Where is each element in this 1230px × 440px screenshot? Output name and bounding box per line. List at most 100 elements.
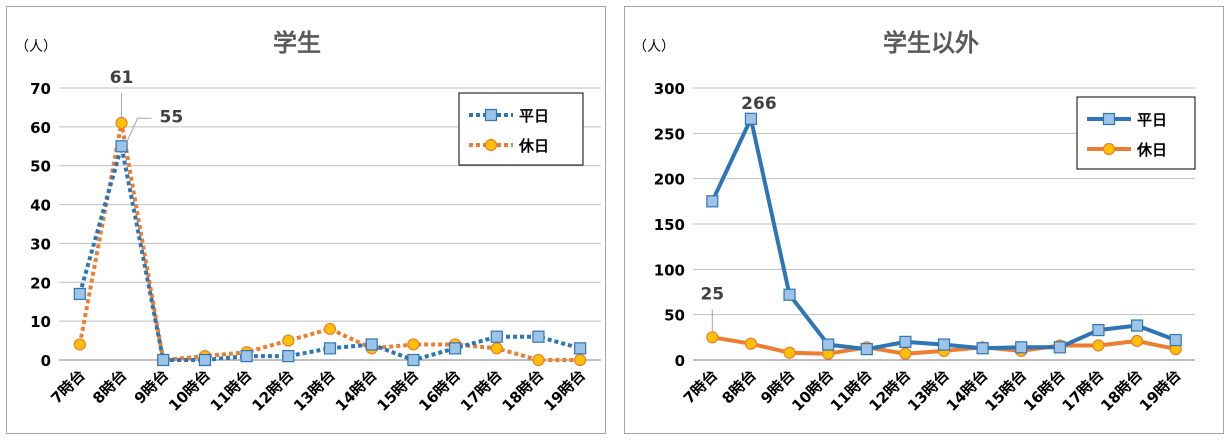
x-tick-label: 7時台 xyxy=(47,366,88,407)
data-point-0-2 xyxy=(157,353,170,367)
data-point-1-2 xyxy=(783,346,796,359)
data-point-0-7 xyxy=(365,338,378,351)
x-tick-label: 12時台 xyxy=(866,366,915,415)
chart-panel-non-students: 学生以外 （人） 0 50 100 150 200 250 300 7時台 8時台 9時台 10時台 11… xyxy=(624,6,1224,434)
data-point-1-6 xyxy=(323,322,337,336)
x-tick-label: 14時台 xyxy=(943,366,992,415)
data-label: 25 xyxy=(700,284,724,304)
data-label: 61 xyxy=(110,68,134,88)
x-tick-label: 16時台 xyxy=(415,366,464,415)
data-point-1-12 xyxy=(574,353,587,367)
data-point-1-1 xyxy=(744,337,758,350)
data-point-1-0 xyxy=(706,331,719,344)
data-point-1-11 xyxy=(1130,334,1144,348)
legend-swatch-marker-1 xyxy=(1102,142,1116,156)
data-point-0-11 xyxy=(1130,319,1144,332)
data-point-0-6 xyxy=(937,338,951,351)
x-tick-label: 10時台 xyxy=(165,366,214,415)
y-tick-label: 20 xyxy=(30,274,51,292)
legend-swatch-marker-1 xyxy=(484,138,498,152)
data-point-0-1 xyxy=(744,112,758,125)
y-tick-label: 70 xyxy=(30,80,51,98)
y-tick-label: 150 xyxy=(654,216,685,234)
data-point-1-5 xyxy=(899,347,912,360)
y-tick-label: 30 xyxy=(30,235,51,253)
chart-title: 学生以外 xyxy=(883,29,979,57)
data-point-0-10 xyxy=(1092,323,1105,337)
y-tick-label: 100 xyxy=(654,261,685,279)
x-tick-label: 11時台 xyxy=(207,366,256,415)
y-tick-label: 300 xyxy=(654,80,685,98)
data-point-0-5 xyxy=(899,335,912,348)
data-point-0-5 xyxy=(282,350,295,363)
legend-swatch-marker-0 xyxy=(484,108,498,122)
data-point-0-0 xyxy=(706,195,719,208)
legend-box xyxy=(1076,96,1196,170)
data-point-0-12 xyxy=(1169,333,1182,347)
x-tick-label: 12時台 xyxy=(248,366,297,415)
data-point-0-12 xyxy=(574,342,587,355)
x-tick-label: 14時台 xyxy=(332,366,381,415)
legend-swatch-marker-0 xyxy=(1102,112,1116,126)
data-point-0-9 xyxy=(448,342,462,355)
x-tick-label: 10時台 xyxy=(788,366,837,415)
x-tick-label: 11時台 xyxy=(827,366,876,415)
data-point-1-11 xyxy=(532,353,545,367)
data-label: 266 xyxy=(741,94,777,114)
data-point-1-8 xyxy=(407,338,420,351)
y-tick-label: 250 xyxy=(654,125,685,143)
y-tick-label: 0 xyxy=(41,352,51,370)
data-point-1-5 xyxy=(282,334,295,347)
legend-box xyxy=(458,92,584,166)
y-unit-label: （人） xyxy=(15,39,57,55)
x-tick-label: 18時台 xyxy=(499,366,548,415)
legend-label: 休日 xyxy=(518,137,549,155)
data-label: 55 xyxy=(160,107,184,127)
data-point-0-0 xyxy=(73,287,86,301)
data-point-0-8 xyxy=(407,353,420,367)
y-tick-label: 10 xyxy=(30,313,51,331)
line-chart-non-students: 学生以外（人）0501001502002503007時台8時台9時台10時台11… xyxy=(633,29,1196,415)
x-tick-label: 15時台 xyxy=(981,366,1030,415)
x-tick-label: 16時台 xyxy=(1020,366,1069,415)
x-tick-label: 15時台 xyxy=(374,366,423,415)
x-tick-label: 17時台 xyxy=(457,366,506,415)
chart-title: 学生 xyxy=(273,29,321,57)
y-tick-label: 60 xyxy=(30,119,51,137)
y-tick-label: 50 xyxy=(664,307,685,325)
data-point-1-10 xyxy=(1092,339,1105,352)
data-point-0-6 xyxy=(323,342,337,355)
y-tick-label: 50 xyxy=(30,158,51,176)
data-point-0-4 xyxy=(240,350,253,363)
y-unit-label: （人） xyxy=(633,39,675,55)
data-point-1-0 xyxy=(73,338,86,351)
data-point-0-11 xyxy=(532,330,545,343)
x-tick-label: 8時台 xyxy=(89,366,130,407)
legend-label: 休日 xyxy=(1136,141,1167,159)
data-point-0-10 xyxy=(490,330,503,343)
data-point-1-10 xyxy=(490,342,503,355)
data-point-0-3 xyxy=(198,353,212,367)
data-point-1-1 xyxy=(115,116,128,130)
data-label-leader xyxy=(127,117,152,141)
x-tick-label: 8時台 xyxy=(718,366,759,407)
y-tick-label: 40 xyxy=(30,197,51,215)
data-point-0-2 xyxy=(783,288,796,301)
legend-label: 平日 xyxy=(519,107,549,125)
data-point-0-3 xyxy=(822,338,835,351)
data-point-0-7 xyxy=(976,342,989,355)
x-tick-label: 19時台 xyxy=(540,366,589,415)
y-tick-label: 0 xyxy=(675,352,685,370)
y-tick-label: 200 xyxy=(654,171,685,189)
data-point-0-9 xyxy=(1053,341,1066,354)
x-tick-label: 13時台 xyxy=(290,366,339,415)
legend-label: 平日 xyxy=(1137,111,1167,129)
x-tick-label: 7時台 xyxy=(680,366,721,407)
x-tick-label: 19時台 xyxy=(1136,366,1185,415)
x-tick-label: 13時台 xyxy=(904,366,953,415)
data-point-0-4 xyxy=(860,343,873,356)
data-point-0-1 xyxy=(115,140,128,153)
